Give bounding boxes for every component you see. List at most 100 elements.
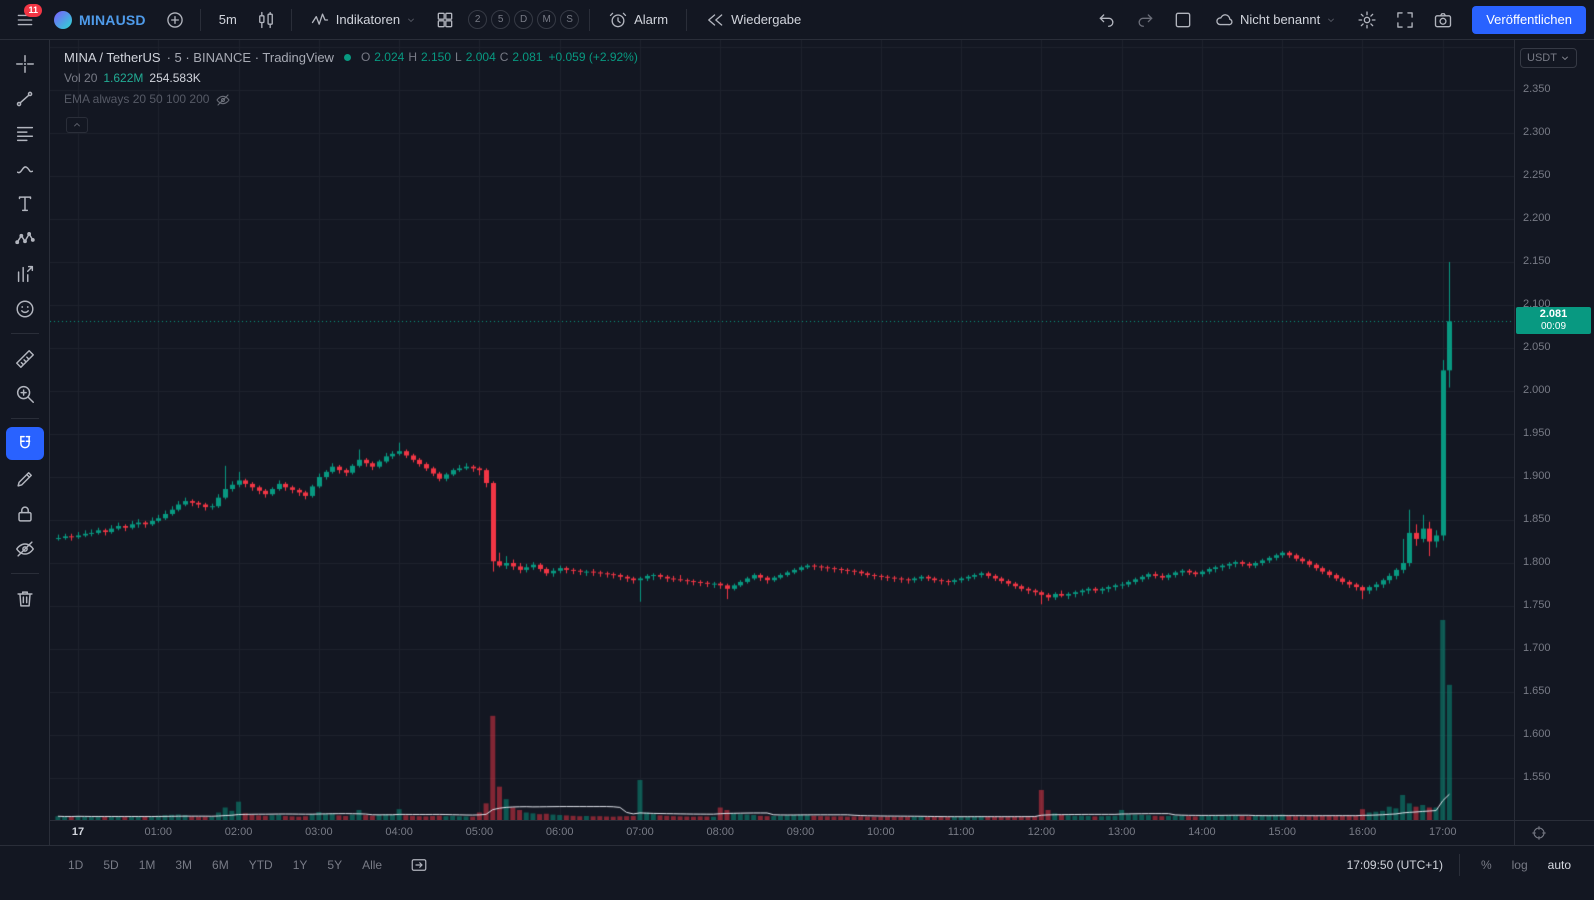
layout-square-icon [1173,10,1193,30]
currency-unit-button[interactable]: USDT [1520,48,1577,68]
main-menu-button[interactable]: 11 [8,3,42,37]
volume-value: 1.622M [103,71,144,85]
time-label: 02:00 [224,826,253,838]
go-to-date-button[interactable] [402,848,436,882]
save-layout-button[interactable]: Nicht benannt [1204,3,1346,37]
time-axis[interactable]: 17 01:00 02:00 03:00 04:00 05:00 06:00 07:00 08:… [50,820,1514,845]
indicators-icon [310,10,330,30]
range-button-5d[interactable]: 5D [95,854,126,876]
clock-label[interactable]: 17:09:50 (UTC+1) [1346,857,1443,872]
plus-circle-icon [165,10,185,30]
ema-legend-row[interactable]: EMA always 20 50 100 200 [64,89,638,110]
auto-scale-button[interactable]: auto [1543,855,1576,875]
volume-legend-row[interactable]: Vol 20 1.622M 254.583K [64,68,638,89]
layout-badge-5[interactable]: 5 [491,10,511,29]
multichart-layout-button[interactable] [1166,3,1200,37]
range-button-alle[interactable]: Alle [354,854,390,876]
layout-badge-s[interactable]: S [560,10,580,29]
layout-grid-button[interactable] [428,3,462,37]
fib-retracement-tool[interactable] [6,117,44,150]
toolbar-separator [290,8,292,31]
axis-corner [1514,820,1594,845]
layout-badge-m[interactable]: M [537,10,557,29]
legend-collapse-button[interactable] [66,117,88,133]
undo-button[interactable] [1090,3,1124,37]
toolbar-separator [1458,853,1460,876]
ema-indicator-label: EMA always 20 50 100 200 [64,92,210,106]
symbol-button[interactable]: MINAUSD [44,3,156,37]
price-tick-label: 2.100 [1523,298,1551,310]
price-tick-label: 2.300 [1523,126,1551,138]
measure-tool[interactable] [6,342,44,375]
replay-button[interactable]: Wiedergabe [695,3,811,37]
chevron-down-icon [406,15,416,25]
chevron-down-icon [1560,53,1570,63]
percent-scale-button[interactable]: % [1476,855,1497,875]
range-button-1m[interactable]: 1M [131,854,164,876]
date-range-buttons: 1D 5D 1M 3M 6M YTD 1Y 5Y Alle [60,854,390,876]
remove-drawings-tool[interactable] [6,582,44,615]
hidden-eye-icon[interactable] [215,92,231,108]
price-chart-canvas[interactable] [50,40,1514,820]
price-tick-label: 2.250 [1523,169,1551,181]
range-button-5y[interactable]: 5Y [319,854,350,876]
range-button-6m[interactable]: 6M [204,854,237,876]
text-icon [14,193,36,215]
xabcd-pattern-tool[interactable] [6,222,44,255]
time-label: 17:00 [1428,826,1457,838]
market-status-dot[interactable] [343,54,351,61]
drawing-toolbar [0,40,50,845]
chart-pane[interactable]: MINA / TetherUS · 5 · BINANCE · TradingV… [50,40,1514,820]
candlestick-icon [256,10,276,30]
crosshair-tool[interactable] [6,47,44,80]
replay-label: Wiedergabe [731,12,802,27]
snapshot-button[interactable] [1426,3,1460,37]
brush-tool[interactable] [6,152,44,185]
fullscreen-button[interactable] [1388,3,1422,37]
range-button-1d[interactable]: 1D [60,854,91,876]
forecast-tool[interactable] [6,257,44,290]
settings-button[interactable] [1350,3,1384,37]
range-button-1y[interactable]: 1Y [285,854,316,876]
chart-style-button[interactable] [249,3,283,37]
undo-icon [1097,10,1117,30]
text-tool[interactable] [6,187,44,220]
ohlc-value: 2.150 [421,50,452,64]
price-tick-label: 1.550 [1523,771,1551,783]
range-button-ytd[interactable]: YTD [241,854,281,876]
redo-button[interactable] [1128,3,1162,37]
price-tick-label: 1.850 [1523,513,1551,525]
publish-button[interactable]: Veröffentlichen [1472,5,1586,34]
time-label: 07:00 [626,826,654,838]
emoji-tool[interactable] [6,292,44,325]
magnet-tool[interactable] [5,427,44,460]
price-scale-settings-icon[interactable] [1531,825,1547,841]
compare-add-button[interactable] [158,3,192,37]
range-button-3m[interactable]: 3M [167,854,200,876]
layout-badge-2[interactable]: 2 [468,10,488,29]
legend-symbol-title: MINA / TetherUS [64,50,161,65]
hide-drawings-tool[interactable] [6,532,44,565]
alert-button[interactable]: Alarm [598,3,678,37]
lock-drawings-tool[interactable] [6,497,44,530]
emoji-icon [14,298,36,320]
fullscreen-icon [1395,10,1415,30]
zoom-tool[interactable] [6,377,44,410]
trendline-icon [14,88,36,110]
log-scale-button[interactable]: log [1507,855,1533,875]
ohlc-key: O [360,50,371,64]
volume-label: Vol 20 [64,71,98,85]
layout-name-label: Nicht benannt [1239,12,1321,27]
price-axis[interactable]: USDT 2.350 2.300 2.250 2.200 2.150 2.100 2.050… [1514,40,1594,820]
symbol-legend-row[interactable]: MINA / TetherUS · 5 · BINANCE · TradingV… [64,47,638,68]
sidebar-separator [10,573,39,574]
trend-line-tool[interactable] [6,82,44,115]
interval-button[interactable]: 5m [209,3,247,37]
drawing-mode-tool[interactable] [6,462,44,495]
time-label: 15:00 [1268,826,1296,838]
price-tick-label: 1.900 [1523,470,1551,482]
bar-countdown: 00:09 [1540,321,1567,333]
indicators-button[interactable]: Indikatoren [300,3,426,37]
layout-badge-d[interactable]: D [514,10,534,29]
